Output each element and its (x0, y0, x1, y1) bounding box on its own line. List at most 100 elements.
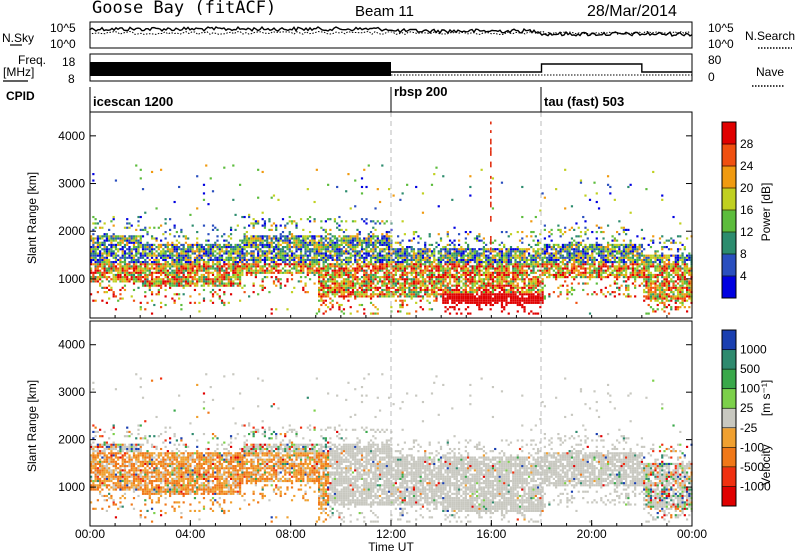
power-cell (175, 282, 178, 285)
power-cell (128, 265, 131, 268)
power-cell (304, 245, 307, 249)
power-cell (191, 245, 194, 249)
power-cell (394, 265, 397, 268)
power-cell (433, 286, 436, 289)
power-cell (196, 282, 199, 285)
power-cell (90, 263, 93, 266)
power-cell (582, 263, 585, 266)
power-cell (467, 291, 470, 294)
power-cell (227, 254, 230, 257)
power-cell (182, 293, 185, 296)
power-cell (198, 256, 201, 259)
power-cell (277, 248, 280, 251)
power-cell (211, 265, 215, 268)
power-cell (360, 261, 364, 264)
power-cell (277, 198, 280, 201)
power-cell (442, 175, 445, 178)
power-cell (198, 254, 201, 257)
power-cell (96, 267, 99, 270)
power-cell (318, 278, 321, 281)
power-cell (406, 280, 409, 283)
power-cell (378, 278, 382, 281)
power-cell (159, 263, 163, 266)
power-cell (290, 258, 294, 262)
power-cell (286, 271, 289, 274)
power-cell (485, 267, 488, 270)
power-cell (349, 235, 352, 238)
power-cell (600, 288, 603, 292)
power-cell (367, 286, 370, 289)
power-cell (94, 252, 97, 255)
power-cell (110, 248, 113, 251)
power-cell (288, 254, 291, 257)
power-cell (295, 256, 298, 259)
power-cell (367, 282, 370, 285)
power-cell (487, 288, 490, 292)
power-cell (123, 278, 127, 281)
power-cell (453, 265, 456, 268)
power-cell (193, 278, 197, 281)
power-cell (381, 233, 384, 236)
power-cell (354, 220, 357, 223)
power-cell (448, 256, 452, 259)
power-cell (397, 252, 400, 255)
power-cell (322, 237, 325, 240)
power-cell (250, 273, 253, 277)
power-cell (534, 252, 537, 255)
power-cell (137, 267, 140, 270)
power-cell (498, 258, 501, 262)
power-cell (92, 250, 95, 253)
power-cell (381, 295, 384, 298)
power-cell (365, 256, 368, 259)
power-cell (281, 248, 285, 251)
power-cell (123, 250, 127, 253)
freq-tick-bottom: 8 (68, 72, 75, 86)
power-cell (284, 241, 287, 244)
power-cell (575, 256, 578, 259)
power-cell (584, 250, 587, 253)
power-cell (381, 256, 384, 259)
power-cell (187, 269, 190, 272)
power-cell (457, 254, 461, 257)
power-cell (347, 267, 350, 270)
power-cell (534, 282, 537, 285)
power-cell (507, 312, 510, 315)
power-cell (257, 168, 260, 171)
power-cell (453, 256, 456, 259)
power-cell (108, 284, 111, 287)
power-cell (534, 265, 537, 268)
power-cell (193, 288, 197, 292)
power-cell (573, 256, 576, 259)
power-cell (146, 267, 149, 270)
power-cell (534, 284, 537, 287)
power-cell (110, 269, 113, 272)
power-cell (173, 269, 176, 272)
power-cell (588, 256, 592, 259)
power-cell (284, 261, 287, 264)
power-cell (92, 271, 95, 274)
power-cell (144, 278, 147, 281)
power-cell (155, 256, 158, 259)
power-cell (491, 280, 495, 283)
power-cell (164, 254, 167, 257)
power-cell (360, 280, 364, 283)
power-cell (485, 250, 488, 253)
power-cell (412, 280, 416, 283)
power-cell (336, 256, 339, 259)
power-cell (482, 248, 486, 251)
power-cell (385, 271, 388, 274)
power-cell (509, 291, 513, 294)
power-cell (363, 280, 366, 283)
power-cell (376, 235, 379, 238)
power-cell (270, 265, 273, 268)
power-cell (401, 220, 404, 223)
power-cell (137, 273, 140, 277)
power-cell (128, 239, 131, 242)
power-cell (349, 273, 352, 277)
power-cell (586, 254, 589, 257)
power-cell (146, 243, 149, 246)
power-cell (248, 269, 251, 272)
power-cell (600, 230, 603, 234)
power-cell (403, 284, 406, 287)
power-cell (327, 286, 330, 289)
